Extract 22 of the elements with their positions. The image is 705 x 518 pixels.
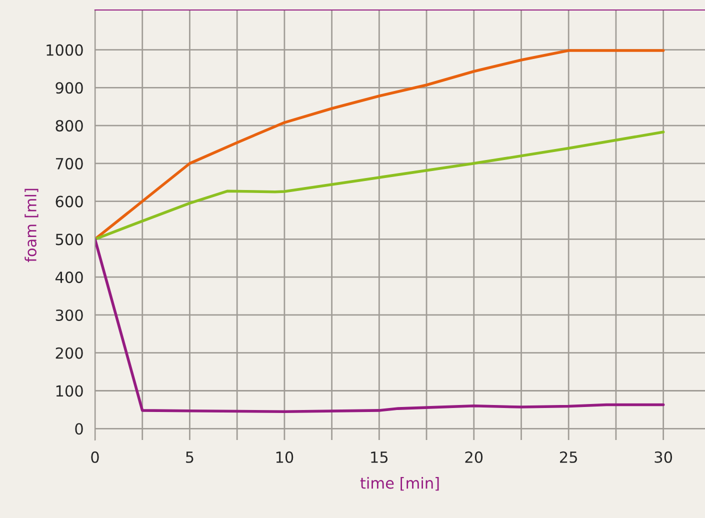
y-tick-label: 700 [56, 158, 83, 170]
x-tick-label: 15 [371, 452, 388, 463]
x-tick-label: 30 [654, 451, 672, 463]
y-tick-label: 300 [56, 309, 83, 321]
y-axis-title: foam [ml] [24, 188, 38, 262]
line-series [95, 130, 665, 241]
y-tick-label: 1000 [46, 44, 83, 56]
y-tick-label: 800 [56, 120, 83, 132]
x-tick-label: 5 [186, 452, 194, 463]
x-axis-title: time [min] [360, 477, 439, 491]
y-tick-label: 400 [55, 272, 83, 284]
y-tick-label: 600 [56, 196, 83, 208]
y-tick-label: 100 [56, 385, 83, 397]
y-tick-label: 900 [56, 82, 83, 94]
x-tick-label: 20 [465, 451, 483, 463]
line-series [95, 238, 665, 413]
x-tick-label: 25 [560, 451, 577, 463]
y-tick-label: 500 [56, 234, 83, 246]
y-tick-label: 200 [56, 347, 83, 359]
y-tick-label: 0 [75, 423, 83, 435]
x-tick-label: 0 [91, 451, 99, 463]
x-tick-label: 10 [276, 451, 294, 463]
